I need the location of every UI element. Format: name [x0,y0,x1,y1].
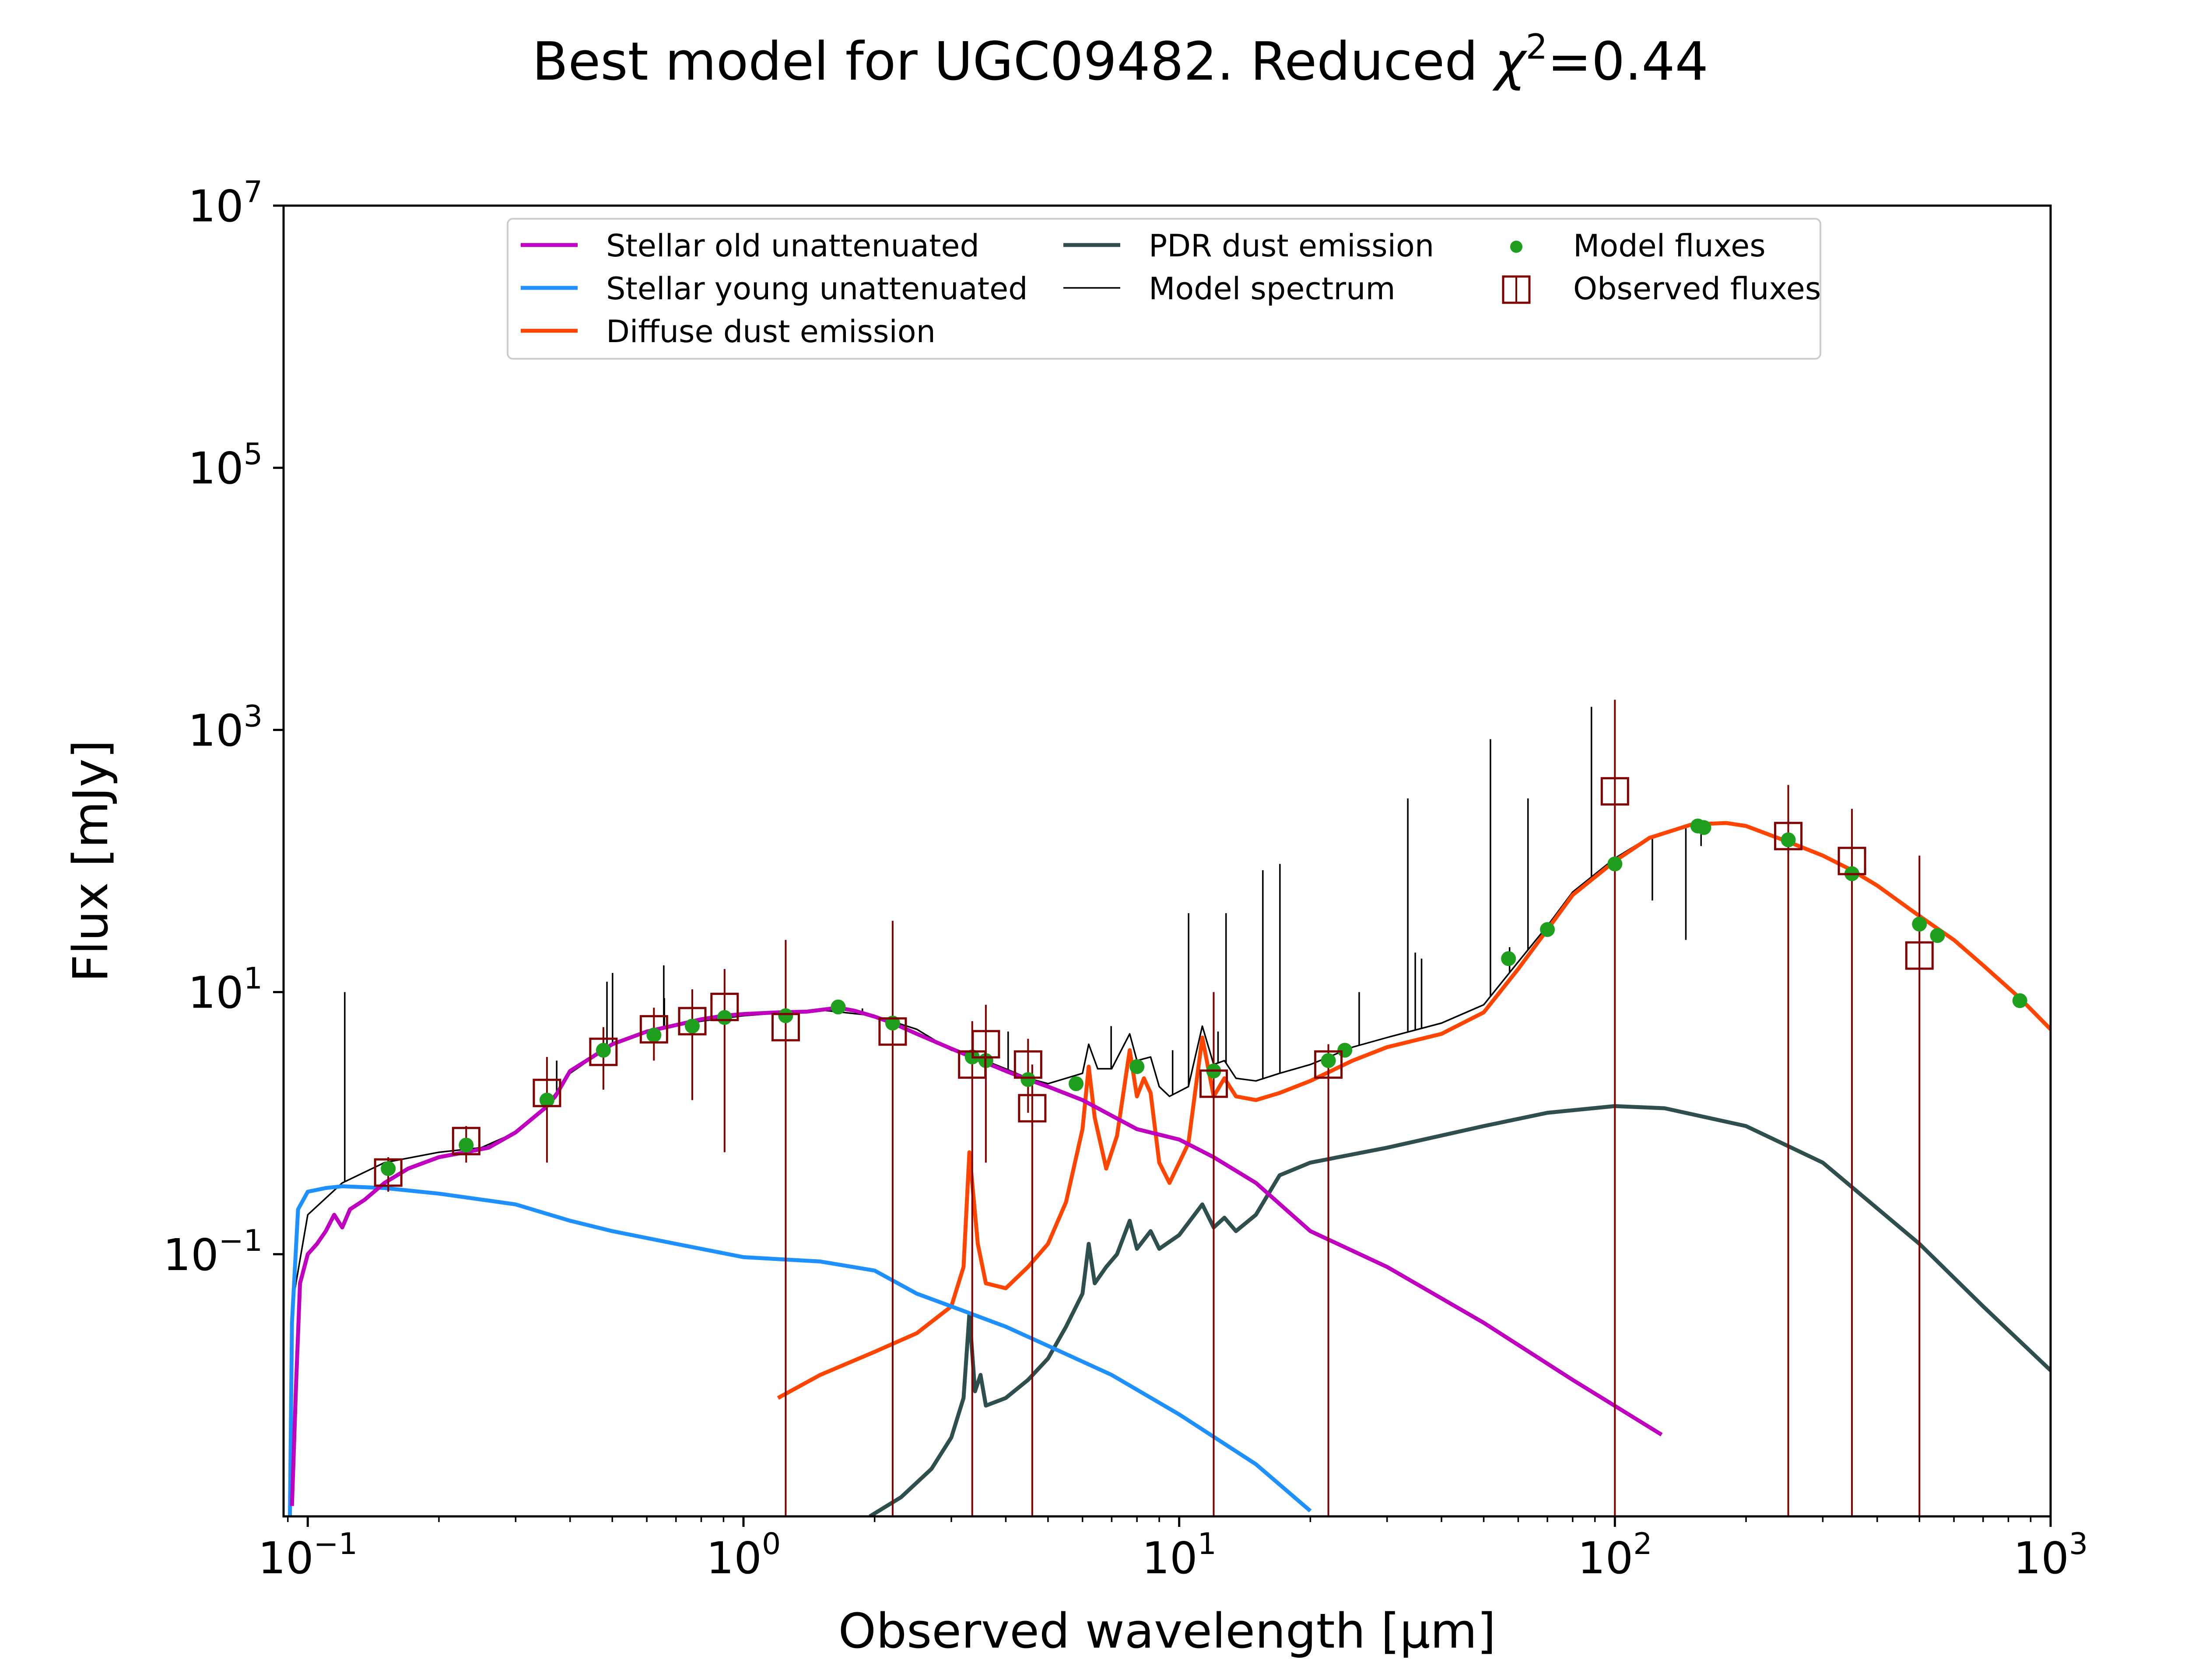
model-flux-point [1607,856,1623,872]
x-tick-label: 10−1 [258,1527,358,1584]
legend-item: Stellar old unattenuated [521,228,979,264]
stellar-young-line [288,1184,1312,1516]
model-flux-point [1696,820,1711,835]
x-tick-label: 101 [1142,1527,1217,1584]
y-tick-label: 105 [188,437,263,494]
legend-swatch [1510,241,1522,253]
legend-item: Model fluxes [1510,228,1766,264]
observed-flux-point [878,1017,907,1046]
model-flux-point [778,1008,793,1023]
model-flux-point [1501,951,1516,966]
legend-label: Model fluxes [1573,228,1766,264]
observed-flux-point [771,1013,800,1042]
observed-flux-point [452,1127,480,1155]
observed-flux-point [589,1037,618,1066]
legend-label: Model spectrum [1149,271,1396,307]
model-flux-point [1540,922,1555,937]
y-tick-label: 10−1 [163,1224,263,1281]
model-flux-point [684,1018,700,1034]
model-flux-point [539,1092,554,1108]
plot-frame [282,204,2052,1518]
series-layer [288,707,2051,1516]
observed-flux-point [1774,822,1803,850]
model-flux-point [1129,1059,1145,1074]
observed-flux-point [971,1030,1000,1059]
pdr-dust-line [869,1104,2051,1516]
model-flux-point [1020,1072,1036,1087]
y-tick-label: 103 [188,699,263,756]
chart-title: Best model for UGC09482. Reduced χ2=0.44 [532,28,1708,92]
observed-flux-point [1600,777,1629,806]
model-flux-point [717,1010,732,1025]
observed-flux-point [374,1158,403,1187]
legend-item: PDR dust emission [1063,228,1434,264]
x-tick-label: 102 [1578,1527,1652,1584]
observed-flux-point [1314,1050,1343,1079]
marker-layer [374,700,2027,1516]
observed-flux-point [710,993,739,1022]
model-flux-point [1321,1053,1336,1068]
observed-flux-point [639,1015,668,1044]
legend-label: PDR dust emission [1149,228,1434,264]
model-flux-point [1781,832,1796,847]
observed-flux-point [1013,1050,1042,1079]
y-tick-label: 107 [188,175,263,232]
observed-flux-point [1905,941,1934,970]
legend-label: Stellar young unattenuated [606,271,1028,307]
observed-flux-point [533,1078,561,1107]
model-flux-point [1930,928,1945,943]
legend-item: Observed fluxes [1502,271,1821,307]
x-tick-label: 103 [2013,1527,2088,1584]
legend: Stellar old unattenuated Stellar young un… [507,218,1821,360]
model-spectrum-line [291,822,2051,1307]
observed-flux-point [1018,1094,1047,1123]
legend-label: Diffuse dust emission [606,314,936,350]
legend-label: Stellar old unattenuated [606,228,979,264]
model-flux-point [1337,1043,1353,1058]
x-tick-label: 100 [706,1527,781,1584]
observed-flux-point [1199,1069,1228,1098]
model-flux-point [1069,1076,1084,1092]
legend-label: Observed fluxes [1573,271,1821,307]
legend-item: Model spectrum [1063,271,1396,307]
model-flux-point [381,1161,396,1176]
legend-item: Diffuse dust emission [521,314,936,350]
model-flux-point [831,999,846,1015]
model-flux-point [596,1043,611,1058]
model-flux-point [646,1027,662,1043]
title-text: Best model for UGC09482. Reduced χ2=0.44 [532,28,1708,92]
y-tick-label: 101 [188,962,263,1018]
stellar-old-line [290,1005,1663,1506]
model-flux-point [2012,993,2027,1008]
observed-flux-point [678,1007,707,1036]
x-axis-label: Observed wavelength [μm] [838,1603,1496,1659]
model-flux-point [459,1138,474,1153]
observed-flux-point [1837,847,1866,875]
y-axis-label: Flux [mJy] [63,740,119,982]
axes-layer: 10−1 100 101 102 103 10−1 101 103 105 107 Observed… [63,175,2088,1659]
model-flux-point [1912,917,1927,932]
legend-item: Stellar young unattenuated [521,271,1028,307]
legend-box [507,218,1821,360]
